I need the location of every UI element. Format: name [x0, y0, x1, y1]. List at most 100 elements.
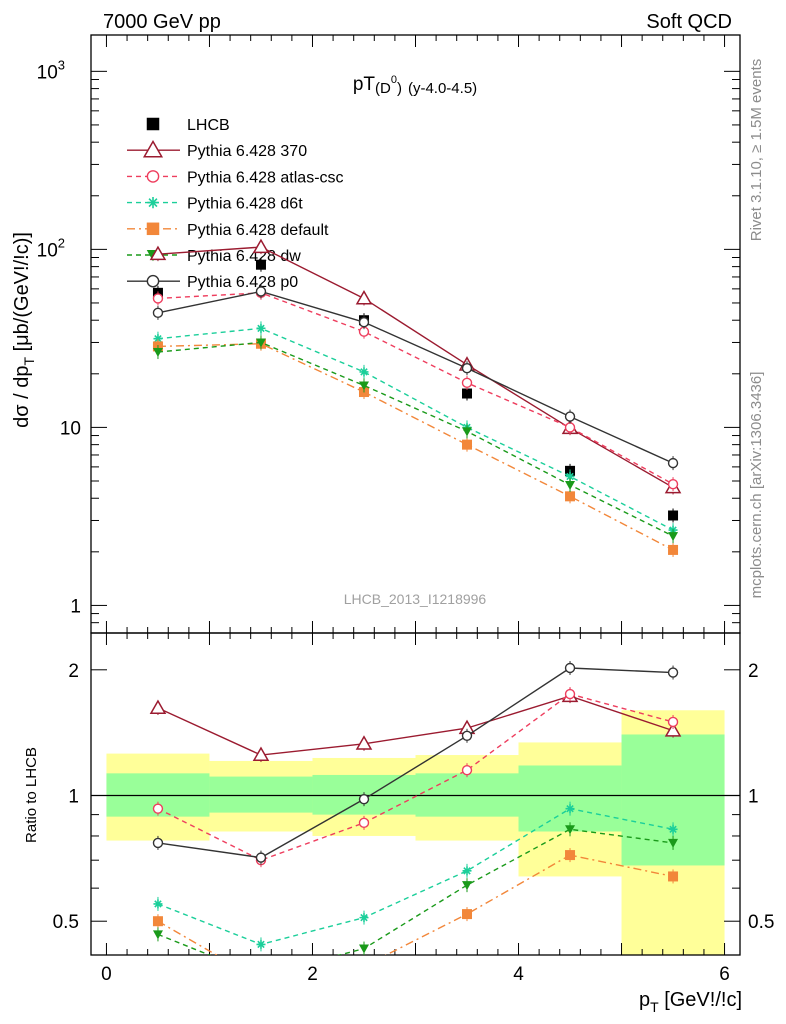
y-tick-label: 10	[60, 418, 81, 439]
ratio-point-pythia-6-428-d6t	[462, 866, 472, 876]
main-line-pythia-6-428-370	[157, 246, 674, 489]
y-axis-label: dσ / dpT [μb/(GeV!/!c)]	[11, 232, 37, 428]
x-tick-label: 6	[719, 964, 730, 985]
ratio-point-pythia-6-428-d6t	[359, 913, 369, 923]
x-axis-label: pT [GeV!/!c]	[639, 989, 742, 1015]
legend-marker	[146, 274, 160, 288]
ratio-point-pythia-6-428-d6t	[668, 824, 678, 834]
legend-label: LHCB	[187, 117, 230, 134]
legend-marker	[146, 170, 160, 183]
main-point-pythia-6-428-dw	[565, 480, 576, 490]
header-category-label: Soft QCD	[646, 11, 732, 33]
main-line-pythia-6-428-atlas-csc	[157, 292, 674, 485]
legend-label: Pythia 6.428 default	[187, 222, 329, 239]
x-tick-label: 2	[307, 964, 318, 985]
main-point-pythia-6-428-default	[462, 439, 473, 450]
y-axis-label-main: dσ / dp	[11, 366, 33, 428]
ratio-point-pythia-6-428-dw	[152, 930, 163, 940]
ratio-line-pythia-6-428-d6t	[157, 807, 674, 946]
ratio-y-tick-label-right: 2	[748, 661, 759, 682]
ratio-y-axis-label: Ratio to LHCB	[23, 747, 40, 843]
main-point-pythia-6-428-370	[149, 245, 167, 261]
ratio-plot-panel: Ratio to LHCB pT [GeV!/!c]	[23, 747, 742, 1015]
ratio-point-pythia-6-428-atlas-csc	[461, 764, 473, 776]
ratio-y-axis-ticks: 0.5 0.5 1 1 2 2	[53, 661, 775, 933]
main-point-pythia-6-428-dw	[462, 427, 473, 437]
y-axis-label-unit: [μb/(GeV!/!c)]	[11, 232, 33, 357]
header-collision-label: 7000 GeV pp	[103, 11, 221, 33]
main-point-pythia-6-428-370	[355, 289, 373, 305]
ratio-line-pythia-6-428-default	[157, 854, 674, 955]
main-point-pythia-6-428-d6t	[565, 471, 575, 481]
main-line-pythia-6-428-default	[157, 343, 674, 551]
x-axis-label-unit: [GeV!/!c]	[659, 989, 742, 1011]
ratio-point-pythia-6-428-dw	[462, 881, 473, 891]
ratio-point-pythia-6-428-default	[668, 871, 679, 882]
ratio-point-pythia-6-428-atlas-csc	[358, 817, 370, 829]
ratio-point-pythia-6-428-p0	[461, 730, 473, 741]
main-point-pythia-6-428-p0	[255, 286, 267, 297]
ratio-point-pythia-6-428-dw	[358, 944, 369, 954]
ratio-point-pythia-6-428-d6t	[565, 804, 575, 814]
legend-marker	[146, 222, 160, 236]
main-series-pythia-6-428-dw	[152, 335, 679, 544]
main-point-pythia-6-428-default	[565, 491, 576, 502]
x-tick-label: 4	[513, 964, 524, 985]
ratio-series-pythia-6-428-dw	[152, 822, 679, 955]
ratio-point-pythia-6-428-atlas-csc	[152, 803, 164, 814]
ratio-point-pythia-6-428-default	[462, 909, 473, 920]
main-point-pythia-6-428-atlas-csc	[461, 377, 473, 389]
ratio-y-tick-label-left: 0.5	[53, 912, 79, 933]
mcplots-label: mcplots.cern.ch [arXiv:1306.3436]	[748, 372, 765, 599]
main-point-pythia-6-428-d6t	[359, 367, 369, 377]
legend-label: Pythia 6.428 370	[187, 143, 307, 160]
legend-marker	[147, 196, 159, 209]
ratio-point-pythia-6-428-d6t	[256, 939, 266, 949]
ratio-point-pythia-6-428-370	[149, 699, 167, 715]
main-point-pythia-6-428-p0	[667, 457, 679, 469]
main-point-lhcb	[462, 388, 473, 399]
ratio-point-pythia-6-428-370	[355, 735, 373, 750]
ratio-series-pythia-6-428-default	[152, 848, 679, 955]
legend-label: Pythia 6.428 p0	[187, 274, 298, 291]
main-point-pythia-6-428-dw	[668, 532, 679, 542]
main-series-pythia-6-428-d6t	[153, 321, 678, 538]
main-series-pythia-6-428-p0	[152, 284, 679, 471]
plot-title-sup: 0	[391, 74, 397, 86]
ratio-point-pythia-6-428-p0	[152, 837, 164, 849]
y-axis-label-sub: T	[21, 357, 37, 366]
legend-label: Pythia 6.428 atlas-csc	[187, 169, 344, 186]
main-point-pythia-6-428-p0	[461, 363, 473, 374]
ratio-y-tick-label-left: 2	[68, 661, 79, 682]
ratio-y-tick-label-right: 1	[748, 787, 759, 808]
main-point-pythia-6-428-atlas-csc	[667, 478, 679, 490]
ratio-series-pythia-6-428-p0	[152, 660, 679, 865]
legend-marker	[142, 139, 164, 158]
plot-title-main: pT	[353, 74, 376, 95]
main-point-pythia-6-428-dw	[152, 348, 163, 358]
ratio-line-pythia-6-428-atlas-csc	[157, 693, 674, 861]
ratio-series-pythia-6-428-370	[149, 687, 682, 763]
plot-title-open: (D	[375, 80, 391, 97]
ratio-point-pythia-6-428-p0	[564, 662, 576, 674]
main-series	[149, 238, 682, 557]
ratio-point-pythia-6-428-370	[252, 746, 270, 762]
legend-marker	[146, 117, 160, 131]
analysis-watermark: LHCB_2013_I1218996	[344, 591, 487, 607]
ratio-y-tick-label-right: 0.5	[748, 912, 774, 933]
y-tick-label-base: 10	[37, 62, 58, 83]
ratio-point-pythia-6-428-default	[152, 916, 163, 927]
ratio-point-pythia-6-428-atlas-csc	[667, 716, 679, 728]
main-point-lhcb	[668, 510, 679, 521]
ratio-series	[149, 660, 682, 955]
y-tick-label: 1	[70, 596, 81, 617]
plot-title-close: )	[397, 80, 402, 97]
y-tick-label: 103	[37, 57, 65, 83]
ratio-point-pythia-6-428-dw	[668, 838, 679, 848]
plot-title-tail: (y-4.0-4.5)	[408, 80, 477, 97]
main-point-pythia-6-428-default	[668, 544, 679, 555]
main-point-pythia-6-428-dw	[358, 381, 369, 391]
main-point-pythia-6-428-d6t	[153, 334, 163, 344]
